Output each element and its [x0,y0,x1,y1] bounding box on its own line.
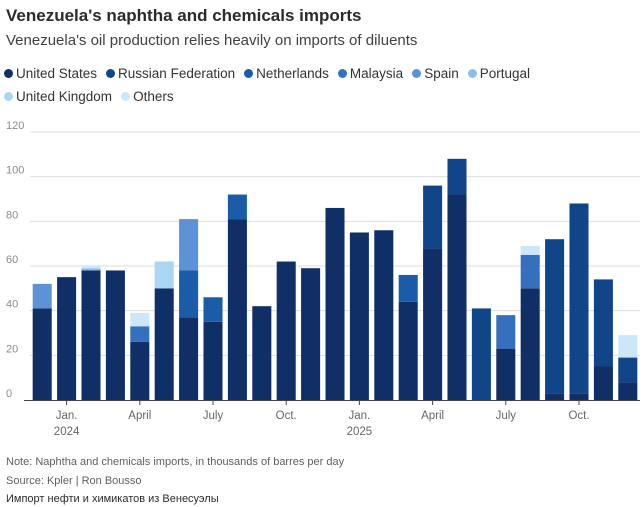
bar-segment-netherlands [179,270,199,318]
bar-segment-russian-federation [471,308,491,400]
bar-segment-united-states [203,321,223,400]
x-tick-year-label: 2024 [54,426,80,438]
x-tick-label: Jan. [56,410,78,422]
bar-segment-united-states [179,317,199,400]
x-tick-label: April [421,410,444,422]
bar-segment-united-states [252,306,272,400]
bar-segment-united-states [349,232,369,400]
bar-segment-united-states [301,268,321,400]
bar-segment-united-states [154,288,174,400]
bar-segment-united-states [545,393,565,400]
bar-segment-others [81,266,101,269]
bar-segment-united-states [276,261,296,400]
y-tick-label: 40 [6,299,18,311]
bar-segment-netherlands [398,274,418,302]
legend-swatch [4,92,13,101]
legend-swatch [4,69,13,78]
legend-item-portugal: Portugal [467,62,531,85]
chart-note: Note: Naphtha and chemicals imports, in … [6,456,345,468]
legend-item-united-kingdom: United Kingdom [4,85,112,108]
bar-segment-united-states [57,277,77,400]
legend-item-spain: Spain [412,62,459,85]
bar-segment-united-states [520,288,540,400]
legend-label: Spain [424,66,459,81]
bar-segment-united-states [447,194,467,400]
bar-segment-united-states [81,270,101,400]
legend-item-others: Others [121,85,174,108]
chart-subtitle: Venezuela's oil production relies heavil… [6,32,418,49]
x-tick-label: Jan. [349,410,371,422]
legend-item-netherlands: Netherlands [244,62,329,85]
legend-item-united-states: United States [4,62,97,85]
y-tick-label: 120 [6,120,24,132]
y-tick-label: 80 [6,209,18,221]
bar-segment-spain [32,283,52,309]
legend-label: Netherlands [256,66,329,81]
x-tick-label: July [496,410,517,422]
x-tick-label: April [128,410,151,422]
legend-swatch [412,69,422,78]
bar-segment-russian-federation [593,279,613,367]
bar-segment-russian-federation [447,158,467,195]
y-tick-label: 20 [6,343,18,355]
bar-segment-united-states [398,301,418,400]
bar-segment-united-states [374,230,394,400]
bar-segment-united-states [325,207,345,400]
legend-item-russian-federation: Russian Federation [106,62,235,85]
legend-swatch [244,69,254,78]
legend-label: Malaysia [349,66,404,81]
y-tick-label: 60 [6,254,18,266]
bar-segment-united-states [496,348,516,400]
bar-segment-others [618,335,638,358]
x-tick-label: July [203,410,224,422]
bar-segment-russian-federation [569,203,589,394]
bar-segment-united-states [593,366,613,400]
bar-segment-united-states [569,393,589,400]
bar-segment-spain [179,219,199,271]
bar-segment-united-states [105,270,125,400]
bar-segment-malaysia [130,326,150,342]
legend-swatch [467,69,477,78]
chart-caption: Импорт нефти и химикатов из Венесуэлы [6,493,219,505]
chart-title: Venezuela's naphtha and chemicals import… [6,6,362,25]
chart-source: Source: Kpler | Ron Bousso [6,475,142,487]
legend-label: Russian Federation [118,66,236,81]
bar-segment-united-states [130,341,150,400]
legend-label: United Kingdom [16,89,113,104]
y-tick-label: 0 [6,388,12,400]
x-tick-label: Oct. [568,410,589,422]
bar-segment-netherlands [203,297,223,322]
legend-item-malaysia: Malaysia [337,62,404,85]
bar-segment-united-states [227,219,247,400]
y-tick-label: 100 [6,165,24,177]
bar-segment-united-states [423,248,443,400]
bar-segment-malaysia [496,315,516,349]
bar-segment-others [130,312,150,327]
legend-label: United States [16,66,98,81]
bar-segment-netherlands [227,194,247,220]
bar-segment-others [520,245,540,255]
legend-label: Portugal [479,66,531,81]
bar-segment-russian-federation [618,357,638,383]
bar-segment-malaysia [520,254,540,289]
legend-label: Others [133,89,174,104]
x-tick-label: Oct. [276,410,297,422]
chart-legend: United States Russian Federation Netherlan… [4,62,640,108]
chart-plot: 0 20 40 60 80 100 120 Jan. 2024 April July Oct. Jan.… [6,120,640,438]
bar-segment-united-states [32,308,52,400]
bar-segment-russian-federation [423,185,443,249]
legend-swatch [121,92,131,101]
bar-segment-russian-federation [545,239,565,394]
bar-segment-united-states [618,382,638,400]
bar-segment-united-kingdom [154,261,174,289]
bar-segment-portugal [81,268,101,271]
x-tick-year-label: 2025 [347,426,373,438]
legend-swatch [106,69,116,78]
legend-swatch [337,69,347,78]
